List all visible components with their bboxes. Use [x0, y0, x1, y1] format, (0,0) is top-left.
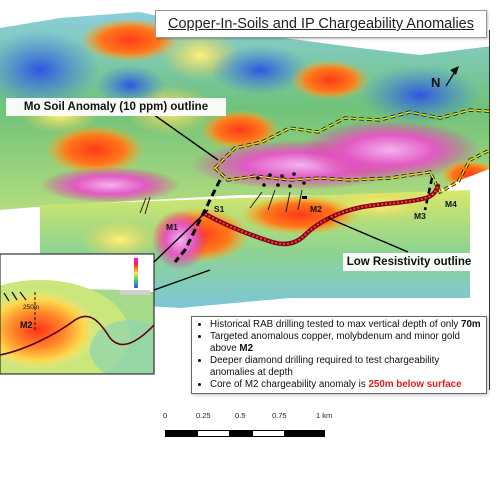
- section-inset: [0, 254, 154, 374]
- right-panel-edge: [489, 30, 500, 390]
- note-item: Historical RAB drilling tested to max ve…: [210, 319, 482, 331]
- note-text: 250m below surface: [368, 379, 462, 391]
- section-depth-label: 250m: [23, 304, 40, 311]
- notes-box: Historical RAB drilling tested to max ve…: [191, 316, 487, 394]
- drill-traces: [139, 189, 303, 215]
- scale-tick-3: 0.75: [272, 411, 287, 420]
- section-inset-leader: [153, 209, 209, 263]
- mo-soil-outline-highlight: [214, 109, 500, 194]
- mo-soil-label: Mo Soil Anomaly (10 ppm) outline: [6, 98, 226, 116]
- note-item: Deeper diamond drilling required to test…: [210, 355, 482, 379]
- note-item: Core of M2 chargeability anomaly is 250m…: [210, 379, 482, 391]
- anomaly-label-m2: M2: [310, 204, 322, 214]
- anomaly-label-s1: S1: [214, 204, 225, 214]
- low-resistivity-outline-dots: [204, 185, 439, 245]
- section-line-left: [173, 179, 222, 263]
- drill-collars: [256, 172, 307, 199]
- note-text: 70m: [461, 319, 481, 330]
- note-text: M2: [239, 343, 254, 355]
- scale-bar: [165, 430, 325, 437]
- low-res-leader: [327, 217, 409, 253]
- notes-list: Historical RAB drilling tested to max ve…: [198, 319, 482, 391]
- north-arrow-icon: [445, 66, 459, 87]
- note-text: Targeted anomalous copper, molybdenum an…: [210, 331, 460, 355]
- note-text: Deeper diamond drilling required to test…: [210, 355, 440, 379]
- scale-tick-1: 0.25: [196, 411, 211, 420]
- scale-tick-0: 0: [163, 411, 168, 420]
- scale-tick-4: 1 km: [316, 411, 333, 420]
- note-text: Core of M2 chargeability anomaly is: [210, 379, 369, 391]
- section-inset-leader-lower: [153, 269, 211, 291]
- map-title: Copper-In-Soils and IP Chargeability Ano…: [155, 10, 487, 38]
- note-item: Targeted anomalous copper, molybdenum an…: [210, 331, 482, 355]
- section-anomaly-label: M2: [20, 320, 33, 330]
- note-text: Historical RAB drilling tested to max ve…: [210, 319, 462, 330]
- anomaly-label-m1: M1: [166, 222, 178, 232]
- north-label: N: [431, 75, 441, 90]
- mo-soil-leader: [149, 111, 219, 161]
- low-resistivity-label: Low Resistivity outline: [343, 253, 475, 271]
- anomaly-label-m4: M4: [445, 199, 457, 209]
- section-inset-border: [0, 253, 155, 375]
- anomaly-label-m3: M3: [414, 211, 426, 221]
- scale-tick-2: 0.5: [235, 411, 246, 420]
